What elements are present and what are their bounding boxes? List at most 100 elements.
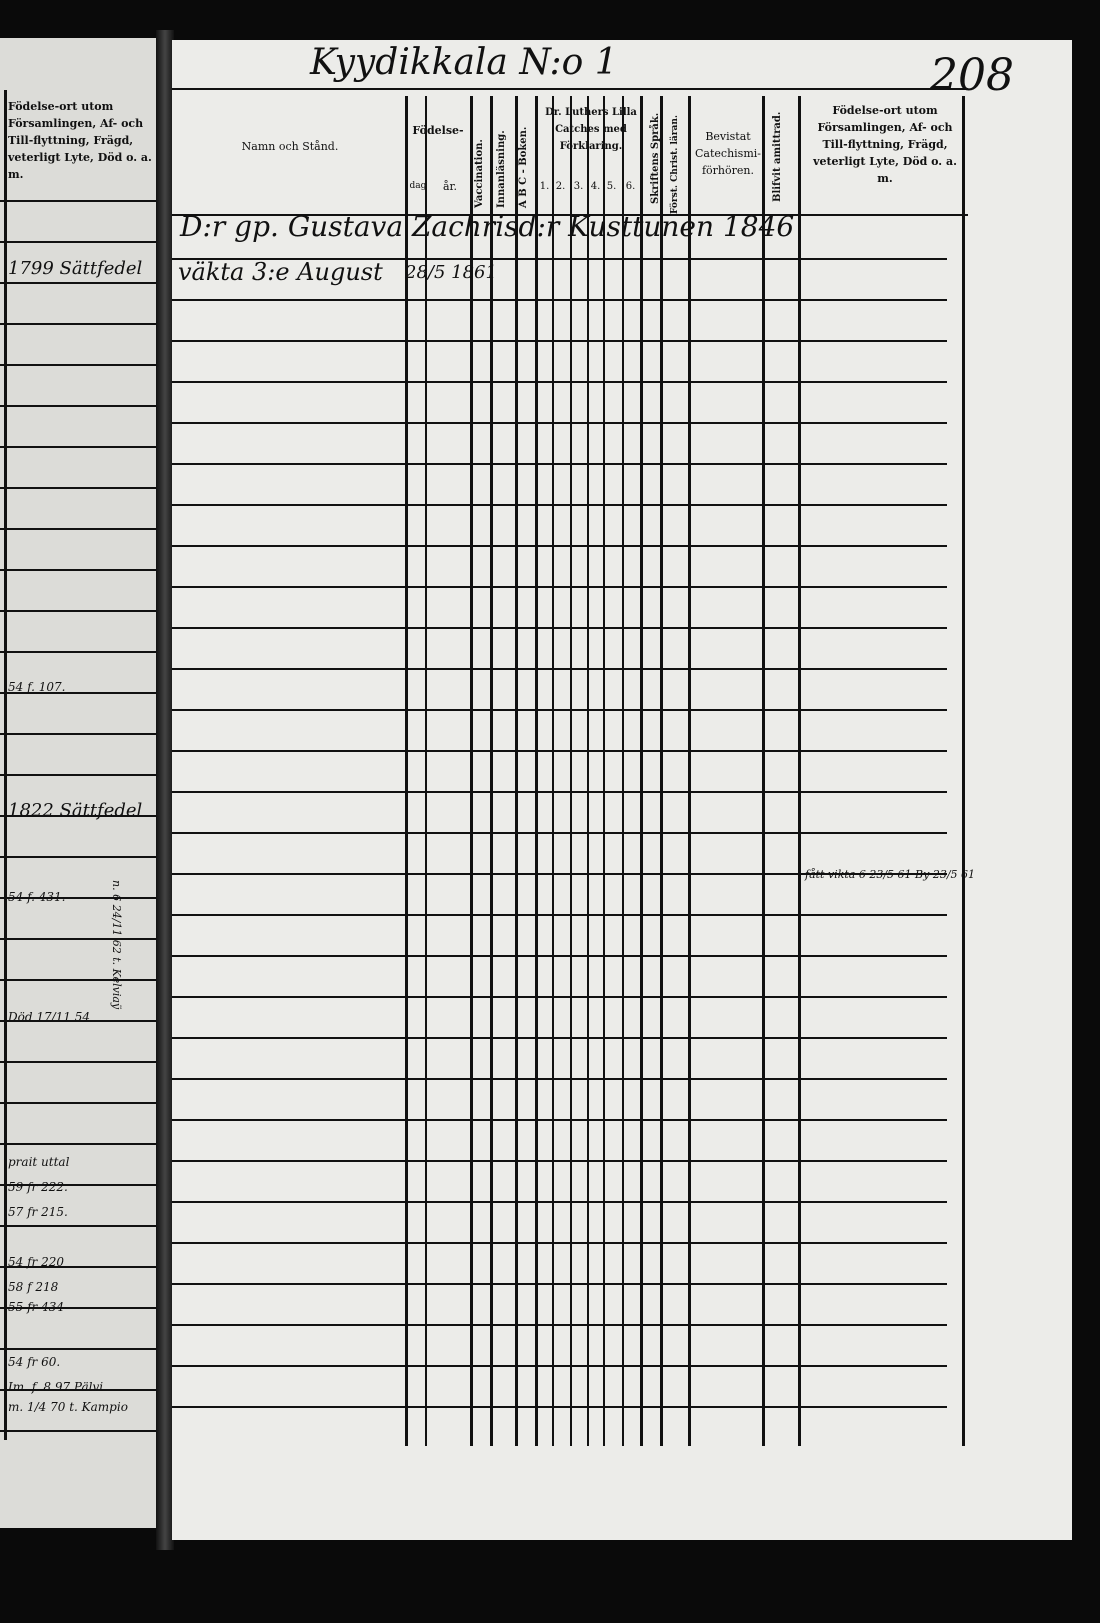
page-number: 208 <box>930 50 1014 101</box>
header-name: Namn och Stånd. <box>241 140 339 153</box>
left-row-rule <box>0 897 156 899</box>
left-row-rule <box>0 1348 156 1350</box>
header-remarks: Födelse-ort utom Församlingen, Af- och T… <box>813 104 957 185</box>
left-row-rule <box>0 528 156 530</box>
header-forst-christ: Först. Christ. läran. <box>670 115 680 214</box>
header-catechism-part: 2. <box>555 181 566 192</box>
left-margin-note: 57 fr 215. <box>8 1205 68 1219</box>
header-catechism-part: 5. <box>606 181 617 192</box>
left-row-rule <box>0 1389 156 1391</box>
left-row-rule <box>0 1143 156 1145</box>
column-rule <box>587 96 589 1446</box>
left-row-rule <box>0 241 156 243</box>
row-rule <box>172 1119 947 1121</box>
left-row-rule <box>0 733 156 735</box>
row-rule <box>172 914 947 916</box>
column-rule <box>570 96 572 1446</box>
entry-name-line1: D:r gp. Gustava Zachrisd:r Kusttunen 184… <box>180 210 795 243</box>
left-row-rule <box>0 282 156 284</box>
left-margin-note: 54 f. 431. <box>8 890 66 904</box>
left-row-rule <box>0 1020 156 1022</box>
header-catechism-part: 1. <box>539 181 550 192</box>
header-catechism-part: 4. <box>590 181 601 192</box>
column-rule <box>660 96 663 1446</box>
left-row-rule <box>0 610 156 612</box>
left-row-rule <box>0 1307 156 1309</box>
header-top-rule <box>172 88 968 90</box>
row-rule <box>172 586 947 588</box>
left-margin-note: n. 6 24/11 62 t. Kelviaÿ <box>110 880 123 1010</box>
entry-birth-date: 28/5 1861 <box>405 262 497 283</box>
column-rule <box>405 96 408 1446</box>
header-birth: Födelse- <box>412 124 464 137</box>
row-rule <box>172 627 947 629</box>
row-rule <box>172 504 947 506</box>
left-row-rule <box>0 405 156 407</box>
row-rule <box>172 1406 947 1408</box>
column-rule <box>798 96 801 1446</box>
left-row-rule <box>0 1430 156 1432</box>
left-row-rule <box>0 1266 156 1268</box>
left-row-rule <box>0 446 156 448</box>
row-rule <box>172 709 947 711</box>
header-birth-year: år. <box>442 180 458 193</box>
row-rule <box>172 1365 947 1367</box>
column-rule <box>622 96 624 1446</box>
row-rule <box>172 832 947 834</box>
column-rule <box>490 96 493 1446</box>
left-margin-note: Död 17/11 54 <box>8 1010 91 1024</box>
column-rule <box>603 96 605 1446</box>
left-margin-note: 1799 Sättfedel <box>8 258 143 279</box>
left-row-rule <box>0 651 156 653</box>
column-rule <box>470 96 473 1446</box>
left-margin-note: 54 fr 220 <box>8 1255 64 1269</box>
row-rule <box>172 545 947 547</box>
header-bevistat: Bevistat Catechismi-förhören. <box>695 130 761 177</box>
header-catechism-part: 6. <box>625 181 636 192</box>
left-margin-note: prait uttal <box>8 1155 70 1169</box>
left-margin-note: 59 fr 222. <box>8 1180 68 1194</box>
book-spine <box>156 30 174 1550</box>
row-rule <box>172 668 947 670</box>
left-margin-note: 55 fr 434 <box>8 1300 64 1314</box>
parish-title: Kyydikkala N:o 1 <box>310 42 618 83</box>
row-rule <box>172 381 947 383</box>
left-margin-note: m. 1/4 70 t. Kampio <box>8 1400 128 1414</box>
row-rule <box>172 1037 947 1039</box>
column-rule <box>425 96 427 1446</box>
left-row-rule <box>0 364 156 366</box>
left-row-rule <box>0 1225 156 1227</box>
column-rule <box>688 96 691 1446</box>
left-row-rule <box>0 856 156 858</box>
header-catechism-part: 3. <box>573 181 584 192</box>
left-margin-note: 58 f 218 <box>8 1280 59 1294</box>
row-rule <box>172 1324 947 1326</box>
column-rule <box>515 96 518 1446</box>
row-rule <box>172 463 947 465</box>
entry-name-line2: väktа 3:e August <box>178 258 383 286</box>
header-blifvit: Blifvit amittrad. <box>772 111 783 202</box>
left-row-rule <box>0 979 156 981</box>
left-row-rule <box>0 938 156 940</box>
column-rule <box>762 96 765 1446</box>
left-margin-note: Im. f. 8 97 Pälvi <box>8 1380 104 1394</box>
row-rule <box>172 1160 947 1162</box>
header-catechism: Dr. Luthers Lilla Catches med Förklaring… <box>545 107 637 152</box>
row-rule <box>172 955 947 957</box>
left-row-rule <box>0 1184 156 1186</box>
left-row-rule <box>0 692 156 694</box>
row-rule <box>172 340 947 342</box>
left-margin-note: 54 f. 107. <box>8 680 66 694</box>
row-rule <box>172 1242 947 1244</box>
row-rule <box>172 422 947 424</box>
column-rule <box>640 96 643 1446</box>
left-margin-note: 54 fr 60. <box>8 1355 61 1369</box>
header-abc: A B C - Boken. <box>518 126 529 208</box>
left-row-rule <box>0 774 156 776</box>
row-rule <box>172 258 947 260</box>
remark-note: fått vikta 6 23/5 61 By 23/5 61 <box>805 868 976 881</box>
left-row-rule <box>0 1102 156 1104</box>
column-rule <box>535 96 538 1446</box>
row-rule <box>172 1201 947 1203</box>
left-row-rule <box>0 815 156 817</box>
